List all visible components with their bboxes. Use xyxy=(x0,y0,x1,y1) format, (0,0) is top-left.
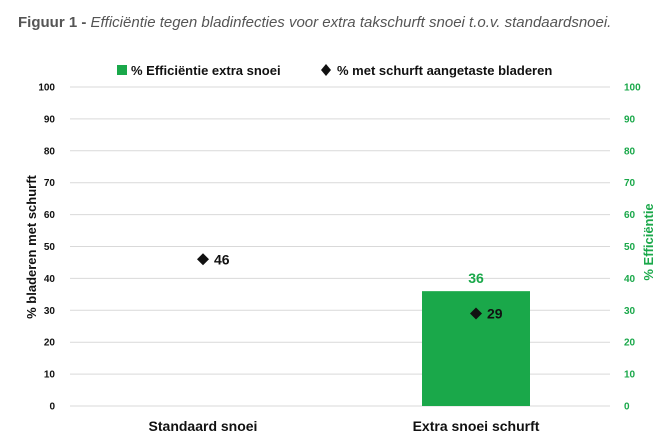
y-tick-label-right: 10 xyxy=(624,370,636,381)
x-category-label: Standaard snoei xyxy=(149,418,258,434)
legend-bar-label: % Efficiëntie extra snoei xyxy=(131,63,281,78)
markers: 46 29 xyxy=(197,251,503,321)
bars: 36 xyxy=(422,270,530,406)
y-tick-label-left: 60 xyxy=(44,210,56,221)
marker-scab xyxy=(470,307,482,320)
y-tick-label-right: 60 xyxy=(624,210,636,221)
y-tick-label-right: 70 xyxy=(624,178,636,189)
y-tick-label-left: 100 xyxy=(38,83,55,94)
bar-data-label: 36 xyxy=(468,270,484,286)
y-tick-label-right: 0 xyxy=(624,402,630,413)
y-axis-left-ticks: 0 10 20 30 40 50 60 70 80 90 100 xyxy=(38,83,55,413)
y-tick-label-right: 100 xyxy=(624,83,641,94)
y-tick-label-left: 0 xyxy=(49,402,55,413)
y-axis-left-title: % bladeren met schurft xyxy=(24,174,39,318)
y-tick-label-right: 80 xyxy=(624,146,636,157)
marker-scab xyxy=(197,253,209,266)
caption-lead: Figuur 1 - xyxy=(18,14,87,31)
y-tick-label-left: 90 xyxy=(44,114,56,125)
legend-marker-label: % met schurft aangetaste bladeren xyxy=(337,63,552,78)
y-tick-label-left: 70 xyxy=(44,178,56,189)
figure-caption: Figuur 1 - Efficiëntie tegen bladinfecti… xyxy=(18,14,611,31)
legend: % Efficiëntie extra snoei % met schurft … xyxy=(117,63,552,78)
caption-text: Efficiëntie tegen bladinfecties voor ext… xyxy=(90,14,612,31)
y-tick-label-right: 40 xyxy=(624,274,636,285)
y-tick-label-left: 30 xyxy=(44,306,56,317)
y-tick-label-left: 20 xyxy=(44,338,56,349)
legend-marker-swatch xyxy=(321,64,331,76)
y-tick-label-right: 30 xyxy=(624,306,636,317)
y-tick-label-right: 20 xyxy=(624,338,636,349)
category-labels: Standaard snoei Extra snoei schurft xyxy=(149,418,540,434)
y-axis-right-title: % Efficiëntie xyxy=(641,203,656,280)
marker-data-label: 29 xyxy=(487,305,503,321)
x-category-label: Extra snoei schurft xyxy=(413,418,540,434)
y-tick-label-left: 10 xyxy=(44,370,56,381)
y-tick-label-left: 80 xyxy=(44,146,56,157)
y-tick-label-left: 40 xyxy=(44,274,56,285)
y-axis-right-ticks: 0 10 20 30 40 50 60 70 80 90 100 xyxy=(624,83,641,413)
marker-data-label: 46 xyxy=(214,251,230,267)
y-tick-label-right: 50 xyxy=(624,242,636,253)
y-tick-label-left: 50 xyxy=(44,242,56,253)
y-tick-label-right: 90 xyxy=(624,114,636,125)
legend-bar-swatch xyxy=(117,65,127,75)
